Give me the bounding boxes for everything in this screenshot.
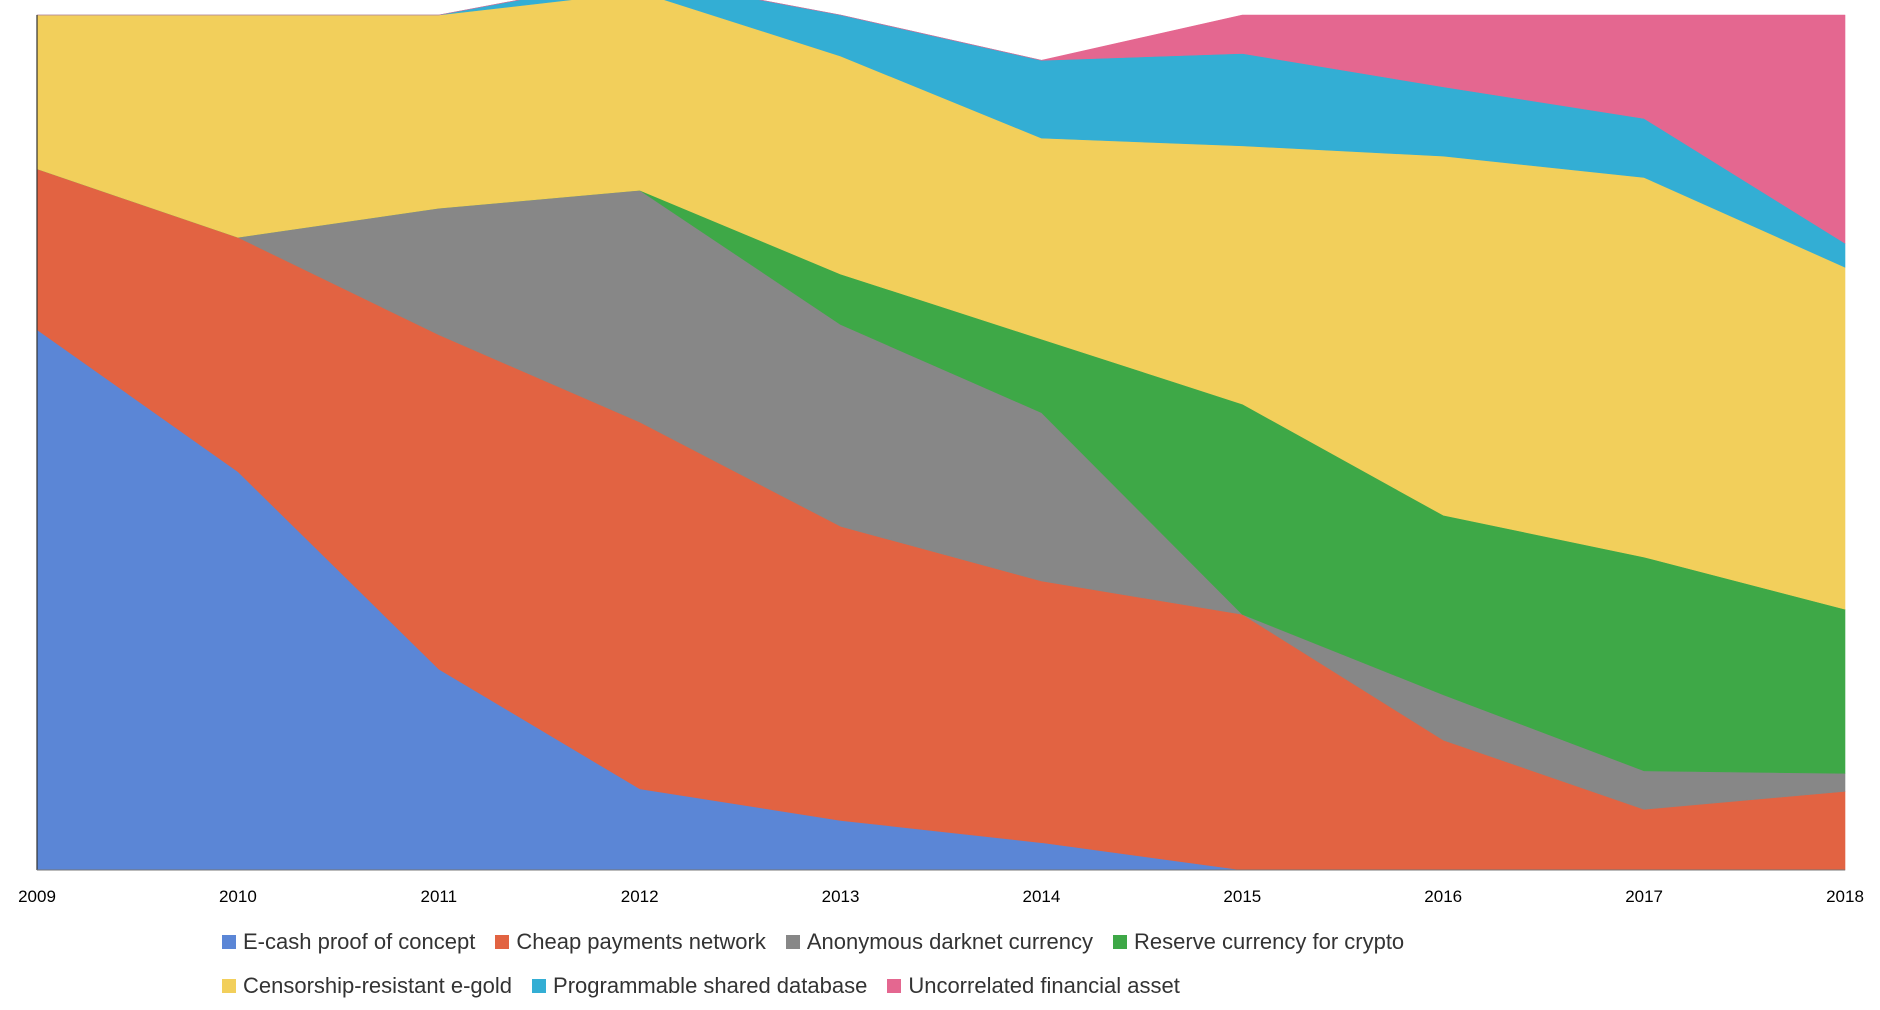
x-tick-label: 2009	[18, 887, 56, 906]
legend-label-ecash: E-cash proof of concept	[243, 929, 476, 954]
x-tick-label: 2015	[1223, 887, 1261, 906]
x-tick-label: 2017	[1625, 887, 1663, 906]
area-series-group	[36, 0, 1846, 871]
legend-swatch-cheap-payments	[495, 935, 510, 949]
legend: E-cash proof of concept Cheap payments n…	[222, 920, 1722, 1008]
legend-label-egold: Censorship-resistant e-gold	[243, 973, 513, 998]
legend-swatch-database	[532, 979, 547, 993]
legend-item-database: Programmable shared database	[532, 973, 867, 999]
x-tick-label: 2014	[1023, 887, 1061, 906]
legend-row-1: E-cash proof of concept Cheap payments n…	[222, 920, 1722, 964]
x-tick-label: 2013	[822, 887, 860, 906]
legend-label-uncorrelated: Uncorrelated financial asset	[908, 973, 1180, 998]
legend-item-egold: Censorship-resistant e-gold	[222, 973, 512, 999]
x-tick-label: 2016	[1424, 887, 1462, 906]
area-uncorrelated-financial-asset	[36, 0, 1846, 244]
x-tick-label: 2010	[219, 887, 257, 906]
legend-swatch-ecash	[222, 935, 236, 949]
x-tick-labels: 2009 2010 2011 2012 2013 2014 2015 2016 2017 2018	[18, 887, 1864, 906]
x-tick-label: 2018	[1826, 887, 1864, 906]
legend-swatch-egold	[222, 979, 236, 993]
legend-swatch-uncorrelated	[887, 979, 902, 993]
legend-label-database: Programmable shared database	[553, 973, 868, 998]
x-tick-label: 2012	[621, 887, 659, 906]
legend-item-darknet: Anonymous darknet currency	[785, 929, 1093, 955]
legend-label-reserve: Reserve currency for crypto	[1133, 929, 1405, 954]
legend-item-cheap-payments: Cheap payments network	[495, 929, 766, 955]
legend-label-darknet: Anonymous darknet currency	[806, 929, 1093, 954]
legend-item-reserve: Reserve currency for crypto	[1112, 929, 1405, 955]
legend-label-cheap-payments: Cheap payments network	[516, 929, 766, 954]
legend-swatch-darknet	[785, 935, 800, 949]
legend-item-uncorrelated: Uncorrelated financial asset	[887, 973, 1180, 999]
legend-row-2: Censorship-resistant e-gold Programmable…	[222, 964, 1722, 1008]
legend-swatch-reserve	[1112, 935, 1127, 949]
legend-item-ecash: E-cash proof of concept	[222, 929, 475, 955]
x-tick-label: 2011	[420, 887, 457, 906]
area-programmable-shared-database	[36, 0, 1846, 268]
axes-group	[36, 15, 1845, 871]
